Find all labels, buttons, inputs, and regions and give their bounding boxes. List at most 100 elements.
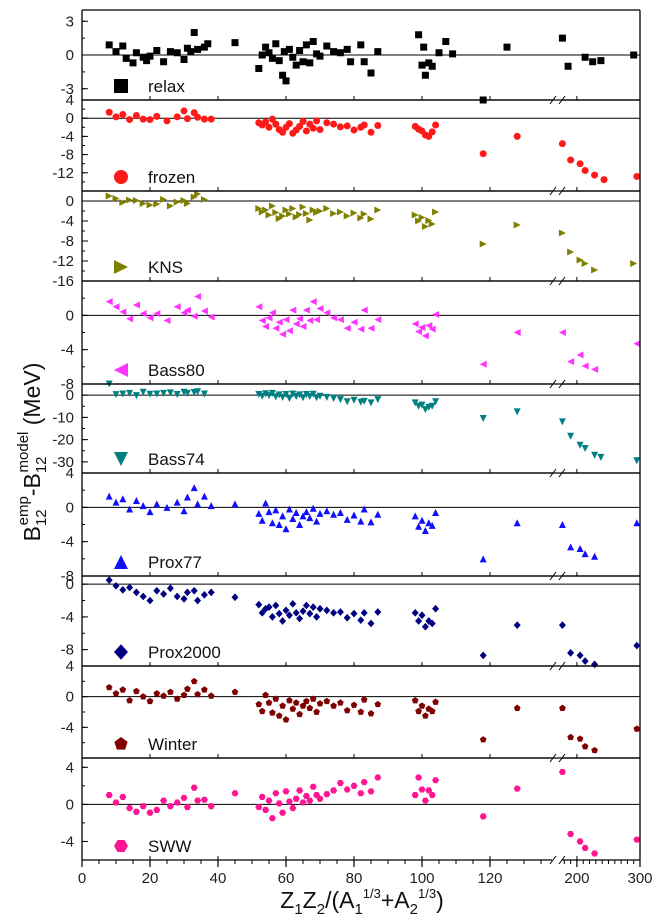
data-point: [153, 200, 161, 208]
data-point: [306, 316, 314, 324]
data-point: [285, 611, 293, 620]
data-point: [207, 692, 215, 699]
data-point: [591, 171, 599, 179]
data-point: [336, 396, 344, 404]
data-point: [105, 298, 113, 306]
data-point: [306, 59, 314, 67]
data-point: [336, 123, 344, 131]
data-point: [255, 600, 263, 609]
x-tick-label: 120: [477, 870, 502, 887]
data-point: [105, 192, 113, 200]
data-point: [581, 743, 589, 750]
data-point: [200, 492, 208, 500]
data-point: [316, 604, 324, 613]
data-point: [194, 45, 202, 53]
data-point: [119, 686, 127, 693]
data-point: [306, 797, 314, 804]
data-point: [428, 325, 436, 333]
y-tick-label: -4: [61, 609, 74, 626]
data-point: [190, 29, 198, 36]
data-point: [194, 190, 202, 198]
y-tick-label: -4: [61, 213, 74, 230]
data-point: [415, 217, 423, 225]
data-point: [415, 707, 422, 715]
data-point: [576, 441, 584, 449]
data-point: [442, 38, 450, 45]
data-point: [265, 699, 273, 706]
data-point: [449, 50, 457, 58]
data-point: [289, 805, 297, 812]
data-point: [292, 795, 300, 802]
data-point: [160, 58, 168, 66]
x-tick-label: 60: [278, 870, 295, 887]
data-point: [591, 451, 599, 459]
data-point: [180, 56, 188, 63]
data-point: [302, 508, 310, 516]
data-point: [313, 117, 321, 125]
panel-kns: -16 -12 -8 -4 0 KNS: [52, 190, 641, 290]
data-point: [306, 392, 314, 400]
data-point: [255, 509, 263, 517]
data-point: [479, 651, 487, 660]
data-point: [633, 457, 641, 465]
data-point: [323, 119, 331, 127]
data-point: [360, 58, 368, 66]
data-point: [336, 208, 344, 216]
data-point: [180, 107, 188, 115]
axis-break-mark: [549, 855, 557, 865]
data-point: [367, 128, 375, 136]
data-point: [316, 509, 324, 517]
data-point: [255, 303, 263, 311]
data-point: [194, 113, 202, 121]
data-point: [194, 690, 201, 698]
data-point: [126, 389, 134, 397]
data-point: [357, 41, 365, 49]
data-point: [173, 113, 181, 121]
data-point: [279, 393, 287, 401]
data-point: [119, 793, 127, 800]
axis-break-gap: [552, 857, 562, 863]
data-point: [255, 390, 263, 398]
data-point: [275, 521, 283, 528]
data-point: [126, 315, 134, 323]
data-point: [262, 604, 270, 613]
data-point: [173, 799, 181, 806]
data-point: [513, 221, 521, 229]
data-point: [309, 695, 317, 702]
data-point: [432, 508, 440, 516]
legend-label-bass74: Bass74: [148, 450, 205, 469]
data-point: [194, 292, 202, 300]
y-tick-label: 0: [66, 689, 74, 706]
data-point: [418, 702, 426, 709]
data-point: [330, 608, 338, 617]
data-point: [279, 330, 287, 338]
data-point: [581, 844, 589, 851]
data-point: [105, 683, 113, 691]
data-point: [296, 710, 303, 718]
y-tick-label: -4: [61, 128, 74, 145]
data-point: [265, 49, 273, 57]
data-point: [126, 697, 133, 704]
data-point: [564, 62, 572, 70]
data-point: [303, 697, 310, 705]
data-point: [268, 519, 276, 527]
data-point: [262, 499, 270, 507]
x-tick-label: 40: [210, 870, 227, 887]
data-point: [160, 797, 168, 804]
data-point: [289, 390, 297, 398]
data-point: [285, 798, 293, 805]
y-tick-label: 4: [66, 465, 74, 482]
data-point: [258, 793, 266, 800]
data-point: [275, 391, 283, 399]
data-point: [153, 310, 161, 318]
data-point: [513, 329, 521, 336]
data-point: [146, 201, 154, 209]
data-point: [581, 657, 589, 665]
data-point: [262, 691, 269, 698]
x-tick-label: 0: [78, 870, 86, 887]
data-point: [279, 128, 287, 136]
data-point: [272, 695, 280, 702]
data-point: [633, 519, 641, 527]
data-point: [139, 502, 147, 510]
data-point: [296, 47, 304, 54]
